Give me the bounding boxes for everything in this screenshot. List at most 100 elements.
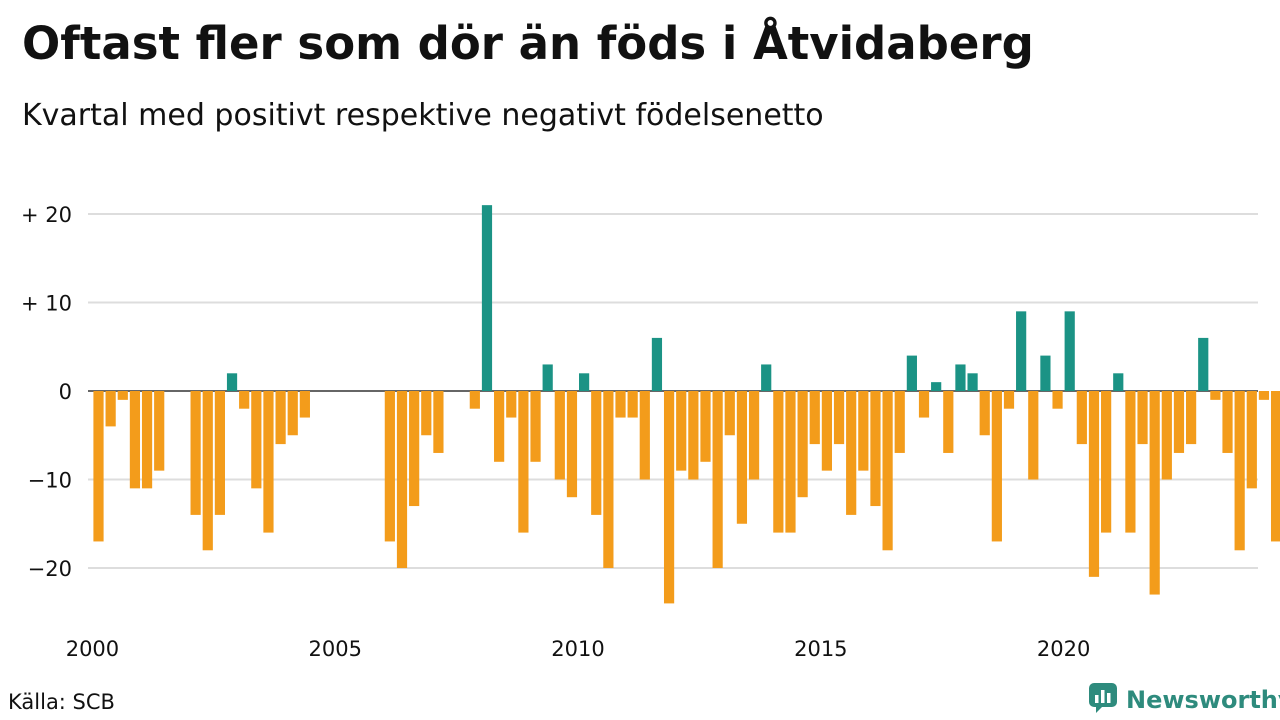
bar-2002-q4 xyxy=(226,373,238,391)
bar-2019-q2 xyxy=(1028,391,1039,480)
bar-2022-q2 xyxy=(1173,391,1185,453)
bar-2015-q3 xyxy=(846,391,857,515)
bar-2017-q3 xyxy=(943,391,954,453)
bar-2011-q2 xyxy=(639,391,650,480)
bar-2019-q4 xyxy=(1052,391,1063,409)
brand-logo[interactable]: Newsworthy xyxy=(1088,682,1280,718)
y-tick-label: + 10 xyxy=(21,292,72,316)
bar-2021-q3 xyxy=(1137,391,1148,445)
bar-2003-q1 xyxy=(239,391,250,409)
bar-2006-q4 xyxy=(421,391,432,436)
bar-2016-q4 xyxy=(906,355,917,391)
bar-2011-q3 xyxy=(651,337,663,391)
bar-2015-q4 xyxy=(858,391,869,471)
bar-2016-q3 xyxy=(894,391,905,453)
newsworthy-logo-icon xyxy=(1088,682,1118,718)
bar-2006-q2 xyxy=(396,391,408,568)
bar-2012-q3 xyxy=(700,391,711,462)
bar-2014-q2 xyxy=(785,391,796,533)
bar-2000-q3 xyxy=(117,391,128,400)
bar-2016-q1 xyxy=(870,391,881,507)
bar-2000-q1 xyxy=(93,391,104,542)
bar-2009-q4 xyxy=(566,391,578,498)
x-tick-label: 2020 xyxy=(1037,637,1090,661)
bar-2020-q2 xyxy=(1076,391,1087,445)
y-tick-label: 0 xyxy=(59,380,72,404)
bar-2008-q1 xyxy=(481,205,493,391)
bar-2011-q1 xyxy=(627,391,638,418)
bar-2017-q2 xyxy=(931,382,942,391)
bar-2018-q4 xyxy=(1003,391,1015,409)
bar-2020-q3 xyxy=(1088,391,1100,577)
bar-2024-q1 xyxy=(1258,391,1270,400)
bar-2022-q4 xyxy=(1198,337,1209,391)
bar-2003-q2 xyxy=(251,391,262,489)
bar-2020-q4 xyxy=(1101,391,1112,533)
bar-2014-q4 xyxy=(809,391,820,445)
bar-2018-q2 xyxy=(979,391,990,436)
bar-2002-q2 xyxy=(202,391,213,551)
bar-2006-q3 xyxy=(409,391,420,507)
y-tick-label: + 20 xyxy=(21,203,72,227)
bar-2010-q3 xyxy=(603,391,614,568)
bar-2014-q1 xyxy=(773,391,784,533)
bar-2001-q1 xyxy=(141,391,153,489)
bar-2012-q2 xyxy=(688,391,699,480)
bar-2023-q4 xyxy=(1246,391,1257,489)
bar-2015-q2 xyxy=(833,391,845,445)
bar-2011-q4 xyxy=(663,391,675,604)
chart-title: Oftast fler som dör än föds i Åtvidaberg xyxy=(22,17,1034,70)
bar-2017-q4 xyxy=(955,364,966,391)
bar-2023-q1 xyxy=(1210,391,1221,400)
bar-2003-q4 xyxy=(275,391,286,445)
bar-2018-q3 xyxy=(991,391,1002,542)
bar-2010-q1 xyxy=(579,373,590,391)
y-tick-label: −10 xyxy=(28,469,72,493)
bar-2009-q3 xyxy=(554,391,565,480)
source-note: Källa: SCB xyxy=(8,690,115,714)
bar-2004-q2 xyxy=(299,391,310,418)
bar-2014-q3 xyxy=(797,391,808,498)
bar-2013-q2 xyxy=(736,391,748,524)
bar-2000-q2 xyxy=(105,391,116,427)
bar-2023-q2 xyxy=(1222,391,1233,453)
bar-2022-q3 xyxy=(1186,391,1197,445)
bar-2016-q2 xyxy=(882,391,893,551)
x-tick-label: 2000 xyxy=(66,637,119,661)
x-tick-label: 2005 xyxy=(309,637,362,661)
bar-2009-q1 xyxy=(530,391,541,462)
bar-2009-q2 xyxy=(542,364,553,391)
bar-2007-q1 xyxy=(433,391,444,453)
bar-2008-q4 xyxy=(518,391,529,533)
bars xyxy=(93,205,1280,604)
bar-2008-q2 xyxy=(494,391,505,462)
bar-2020-q1 xyxy=(1064,311,1075,391)
bar-2007-q4 xyxy=(469,391,480,409)
bar-2015-q1 xyxy=(821,391,832,471)
bar-2013-q3 xyxy=(748,391,760,480)
bar-2013-q1 xyxy=(724,391,735,436)
bar-2001-q2 xyxy=(154,391,165,471)
bar-2012-q1 xyxy=(676,391,687,471)
chart-subtitle: Kvartal med positivt respektive negativt… xyxy=(22,98,824,133)
bar-2017-q1 xyxy=(918,391,930,418)
bar-2022-q1 xyxy=(1161,391,1172,480)
bar-2021-q1 xyxy=(1113,373,1124,391)
bar-2021-q4 xyxy=(1149,391,1160,595)
bar-2010-q2 xyxy=(591,391,602,515)
axis-labels: + 20 + 10 0 −10 −20 2000 2005 2010 2015 2020 xyxy=(21,203,1090,661)
bar-2010-q4 xyxy=(615,391,626,418)
bar-2024-q2 xyxy=(1270,391,1280,542)
bar-2006-q1 xyxy=(384,391,395,542)
bar-2004-q1 xyxy=(287,391,298,436)
bar-2000-q4 xyxy=(129,391,141,489)
y-tick-label: −20 xyxy=(28,557,72,581)
bar-2003-q3 xyxy=(263,391,274,533)
bar-2002-q3 xyxy=(214,391,225,515)
bar-2013-q4 xyxy=(761,364,772,391)
x-tick-label: 2015 xyxy=(794,637,847,661)
bar-2019-q1 xyxy=(1016,311,1027,391)
bar-2021-q2 xyxy=(1125,391,1136,533)
